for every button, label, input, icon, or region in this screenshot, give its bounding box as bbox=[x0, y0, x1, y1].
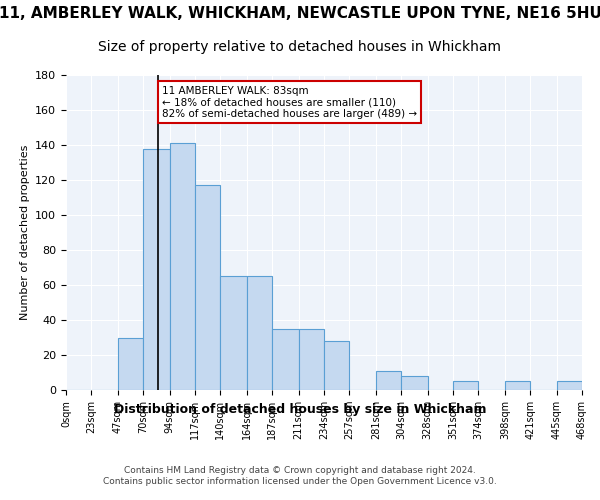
Bar bbox=[376, 371, 401, 390]
Text: 11, AMBERLEY WALK, WHICKHAM, NEWCASTLE UPON TYNE, NE16 5HU: 11, AMBERLEY WALK, WHICKHAM, NEWCASTLE U… bbox=[0, 6, 600, 20]
Bar bbox=[247, 276, 272, 390]
Bar bbox=[143, 148, 170, 390]
Text: 11 AMBERLEY WALK: 83sqm
← 18% of detached houses are smaller (110)
82% of semi-d: 11 AMBERLEY WALK: 83sqm ← 18% of detache… bbox=[162, 86, 417, 118]
Bar bbox=[220, 276, 247, 390]
Bar bbox=[557, 381, 582, 390]
Bar bbox=[505, 381, 530, 390]
Y-axis label: Number of detached properties: Number of detached properties bbox=[20, 145, 29, 320]
Bar bbox=[195, 185, 220, 390]
Bar bbox=[170, 143, 195, 390]
Bar bbox=[401, 376, 428, 390]
Text: Size of property relative to detached houses in Whickham: Size of property relative to detached ho… bbox=[98, 40, 502, 54]
Text: Distribution of detached houses by size in Whickham: Distribution of detached houses by size … bbox=[114, 402, 486, 415]
Bar bbox=[324, 341, 349, 390]
Bar bbox=[299, 329, 324, 390]
Bar bbox=[272, 329, 299, 390]
Bar bbox=[453, 381, 478, 390]
Text: Contains HM Land Registry data © Crown copyright and database right 2024.
Contai: Contains HM Land Registry data © Crown c… bbox=[103, 466, 497, 485]
Bar bbox=[118, 338, 143, 390]
